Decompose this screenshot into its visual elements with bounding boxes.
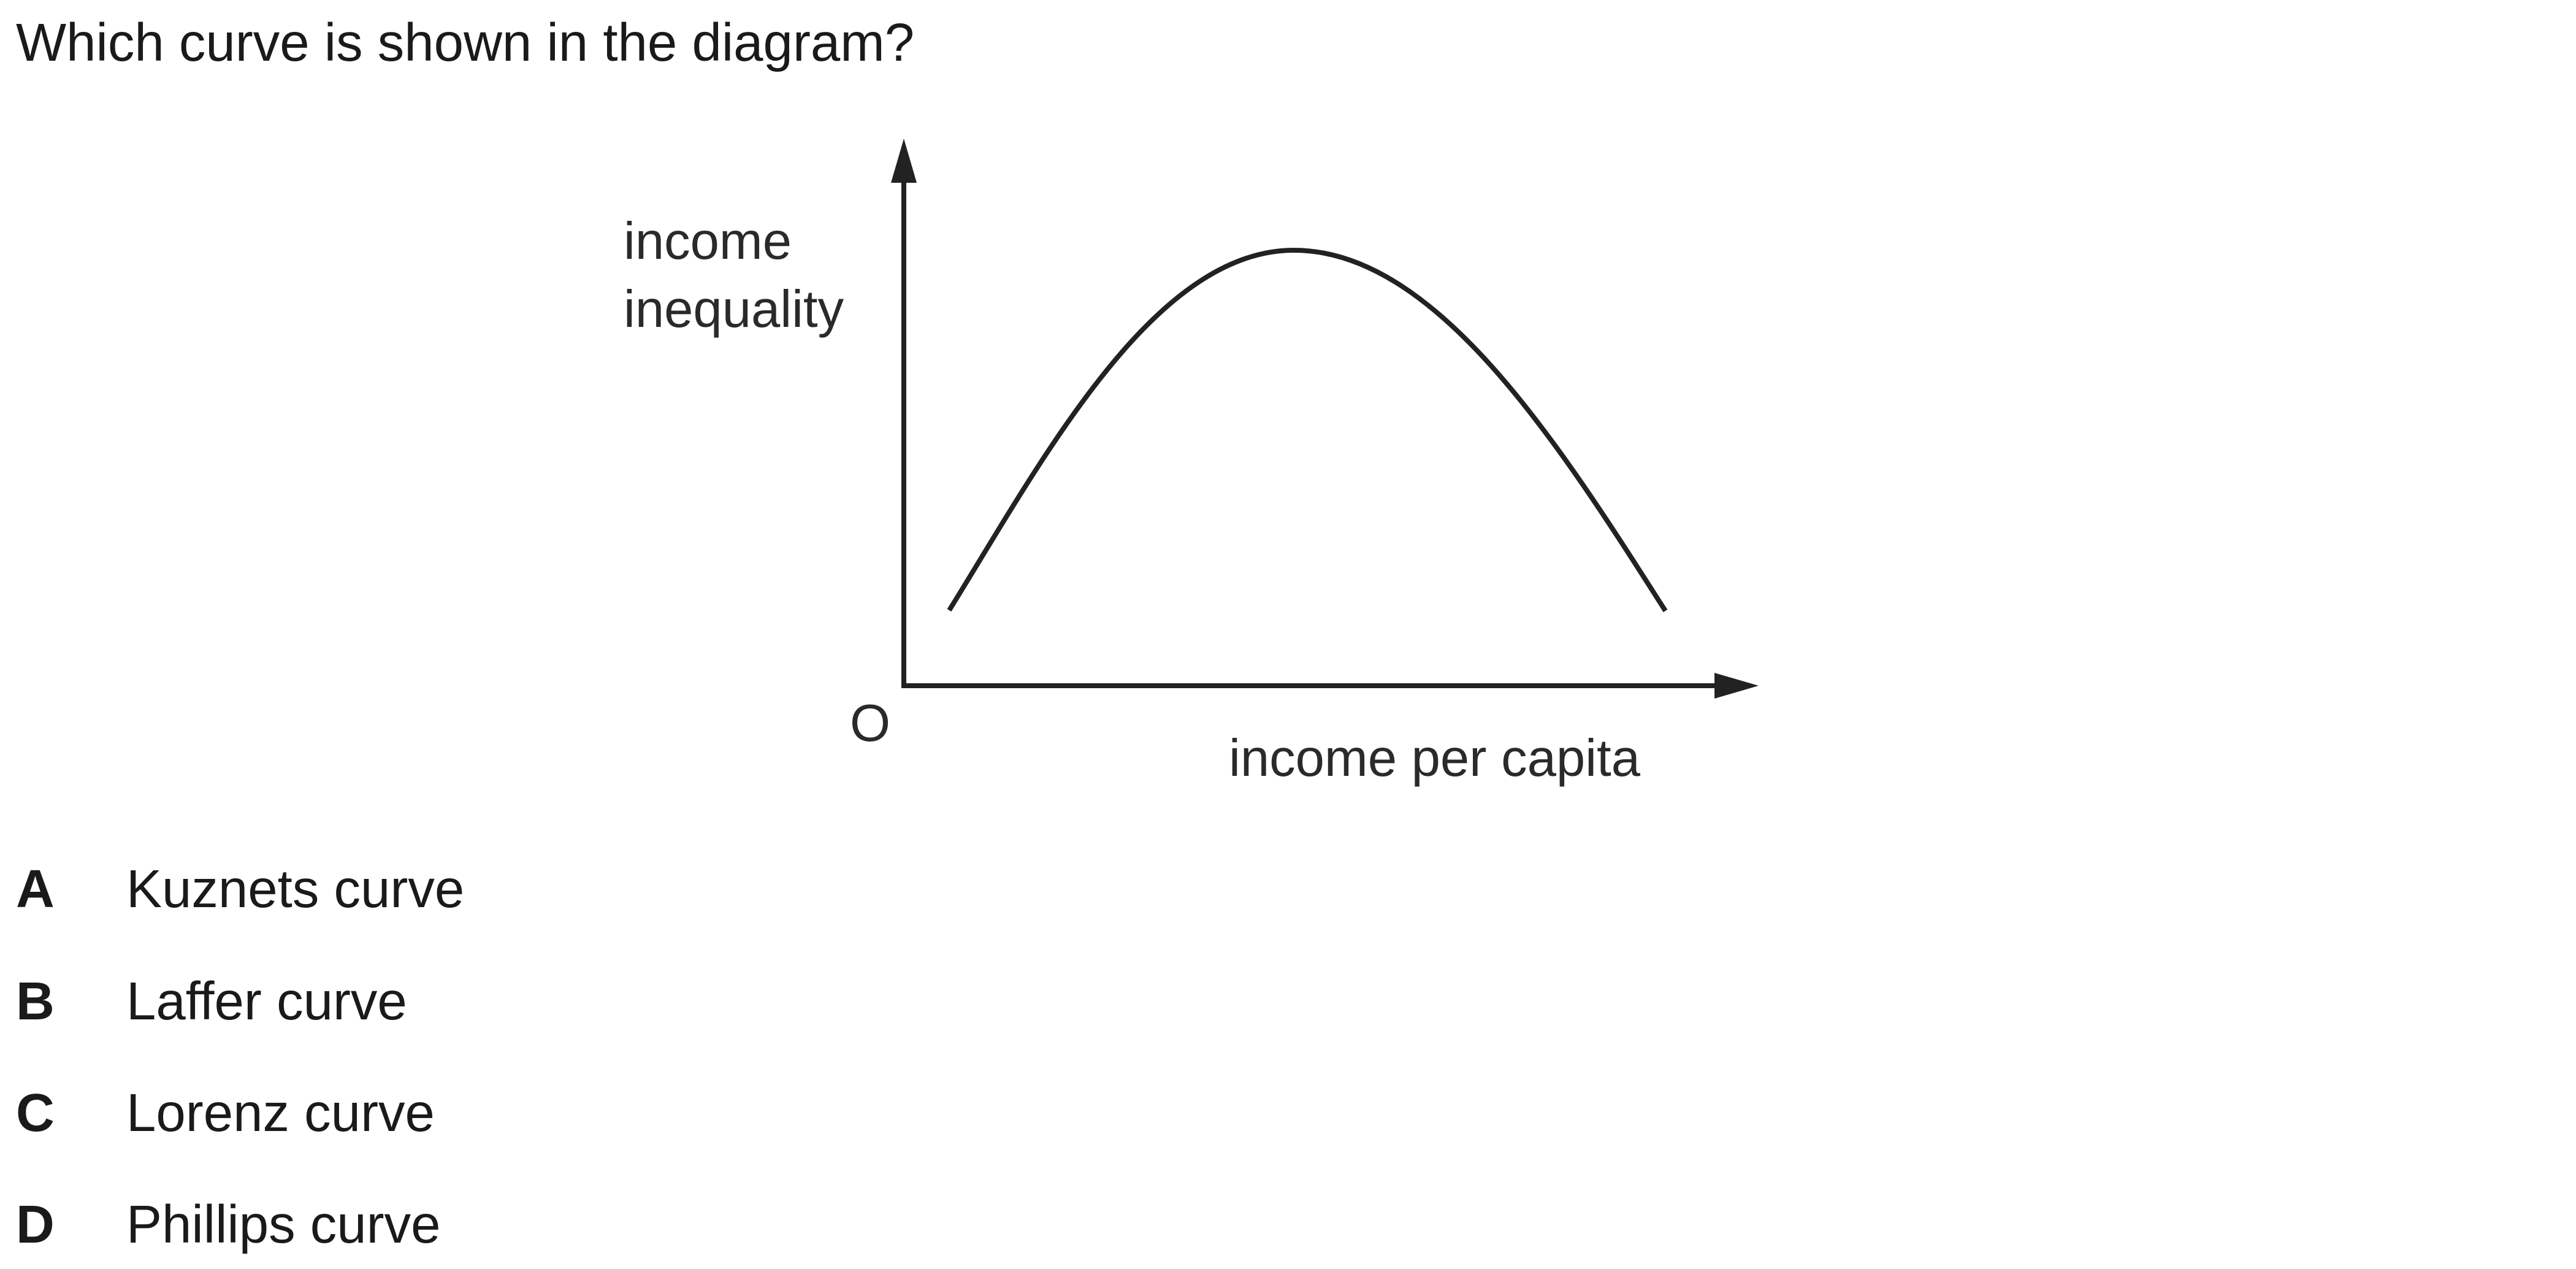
option-letter: D bbox=[16, 1195, 55, 1254]
option-text: Lorenz curve bbox=[126, 1083, 435, 1143]
y-axis-label-line2: inequality bbox=[624, 280, 844, 339]
question-text: Which curve is shown in the diagram? bbox=[16, 13, 915, 72]
option-text: Phillips curve bbox=[126, 1195, 441, 1254]
y-axis-arrowhead bbox=[891, 139, 917, 183]
origin-label: O bbox=[850, 694, 890, 753]
diagram-curve bbox=[947, 247, 1668, 613]
option-text: Kuznets curve bbox=[126, 859, 465, 919]
option-letter: B bbox=[16, 972, 55, 1031]
option-letter: A bbox=[16, 859, 55, 919]
option-letter: C bbox=[16, 1083, 55, 1143]
x-axis-arrowhead bbox=[1714, 673, 1759, 699]
option-text: Laffer curve bbox=[126, 972, 407, 1031]
x-axis-label: income per capita bbox=[1229, 729, 1641, 788]
y-axis-label-line1: income bbox=[624, 212, 792, 270]
diagram: income inequality O income per capita bbox=[624, 139, 1759, 788]
